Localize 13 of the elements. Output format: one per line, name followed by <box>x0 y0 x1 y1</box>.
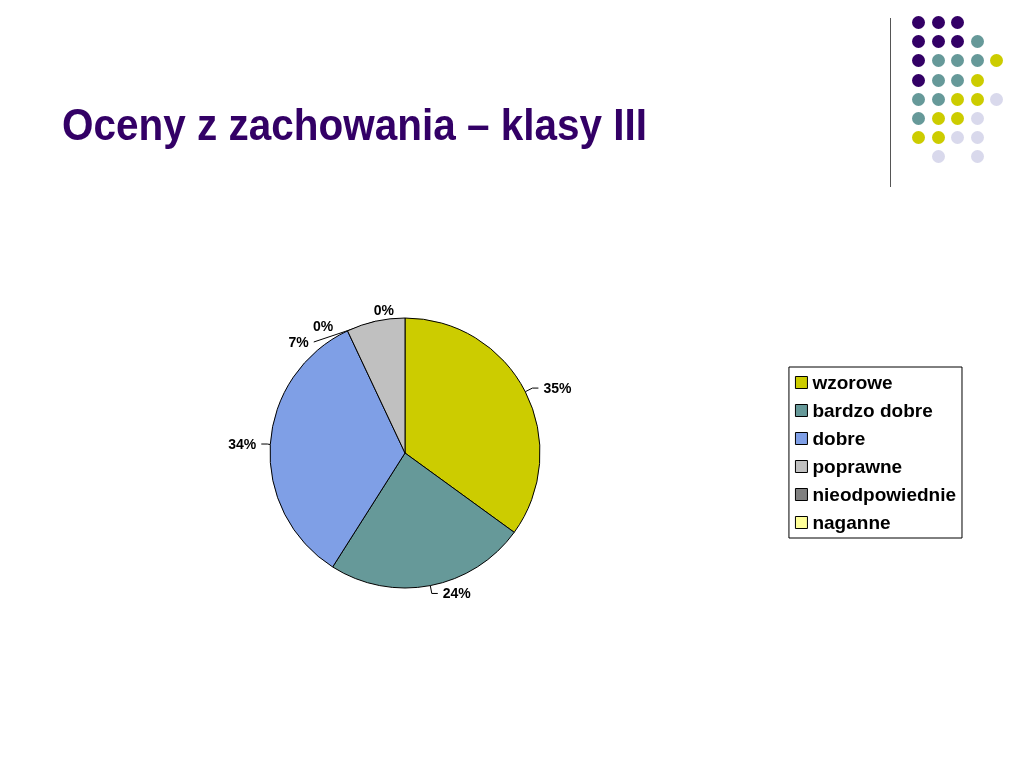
legend-label: poprawne <box>812 456 903 477</box>
data-label: 35% <box>543 380 572 397</box>
text: 0% <box>312 318 334 334</box>
legend-label: nieodpowiednie <box>812 484 956 505</box>
legend-label: naganne <box>812 512 891 533</box>
data-label: 34% <box>228 436 257 453</box>
data-label: 7% <box>288 334 310 350</box>
legend-label: dobre <box>812 428 866 449</box>
legend-label: wzorowe <box>811 372 893 393</box>
chart-title: Oceny z zachowania – klasy III <box>62 100 647 150</box>
data-label: 24% <box>442 585 472 602</box>
text: 0% <box>373 302 394 318</box>
legend-label: bardzo dobre <box>812 400 933 421</box>
